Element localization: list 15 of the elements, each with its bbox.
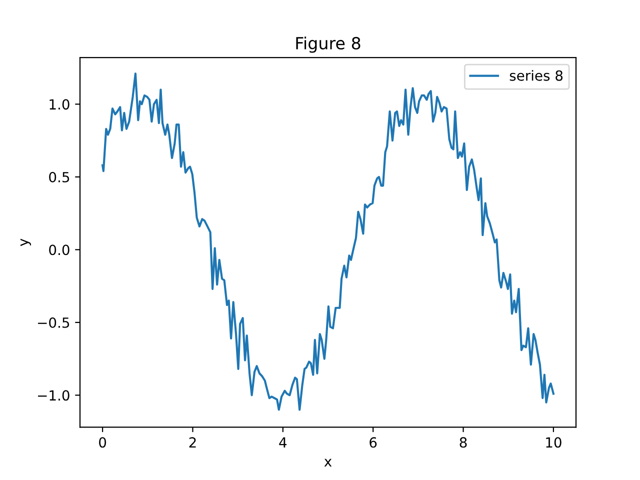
- y-tick-label: −1.0: [38, 390, 70, 401]
- y-tick-label: −0.5: [38, 317, 70, 328]
- x-tick-label: 6: [370, 437, 377, 448]
- x-axis-title: x: [324, 458, 332, 466]
- y-tick-label: 1.0: [50, 99, 70, 110]
- y-tick-label: 0.0: [49, 244, 70, 256]
- y-axis-title: y: [20, 238, 31, 246]
- x-tick-label: 10: [546, 437, 562, 448]
- x-tick-label: 8: [460, 437, 467, 448]
- chart-title: Figure 8: [296, 36, 360, 53]
- x-tick-label: 2: [189, 437, 196, 448]
- y-tick-label: 0.5: [49, 172, 70, 182]
- x-tick-label: 0: [99, 437, 106, 448]
- legend-label: series 8: [510, 70, 563, 81]
- x-tick-label: 4: [279, 437, 287, 448]
